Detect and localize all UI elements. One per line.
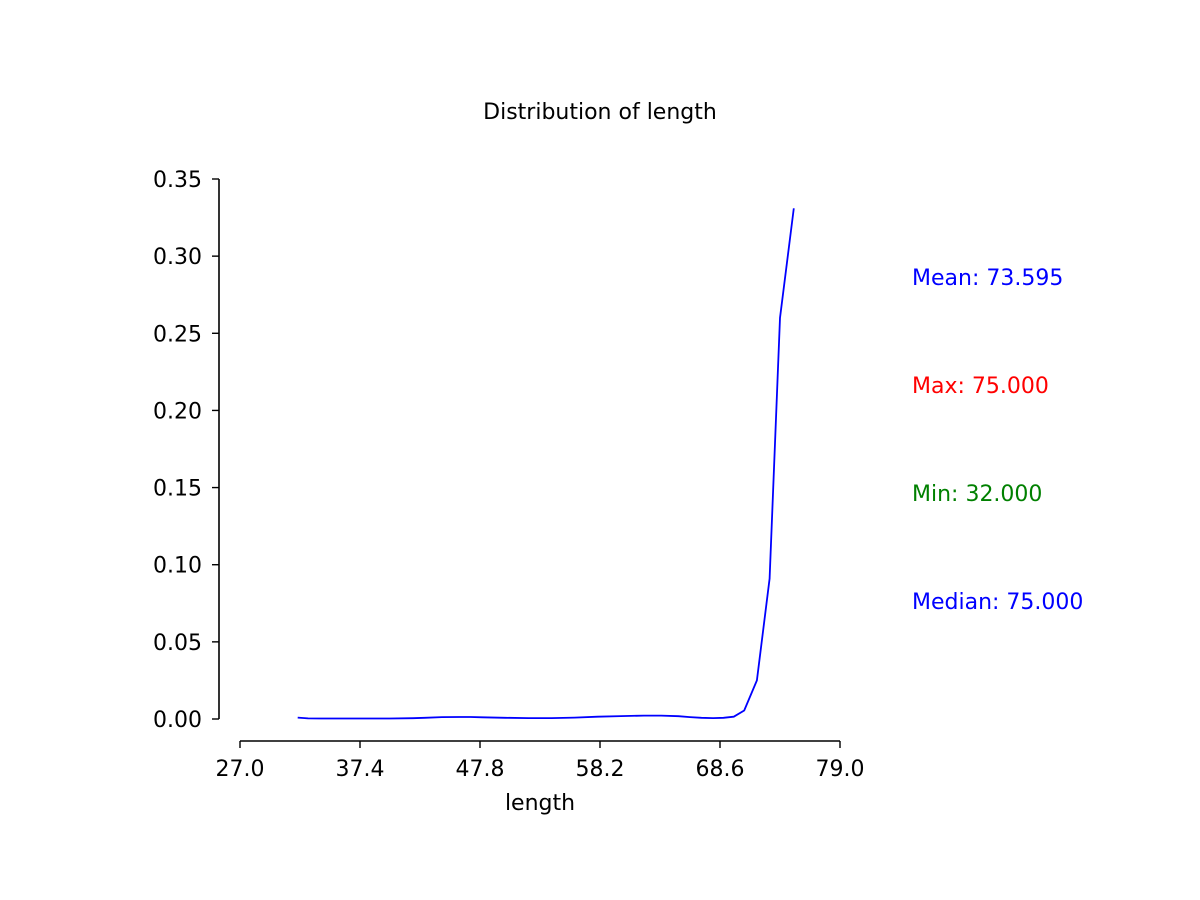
y-axis-ticks: 0.00 0.05 0.10 0.15 0.20 0.25 0.30 0.35 (153, 168, 219, 733)
max-stat: Max: 75.000 (912, 374, 1049, 399)
x-tick-label: 37.4 (336, 757, 385, 782)
y-tick-label: 0.20 (153, 399, 202, 424)
y-tick-label: 0.15 (153, 477, 202, 502)
x-tick-label: 47.8 (456, 757, 505, 782)
y-tick-label: 0.00 (153, 708, 202, 733)
median-stat: Median: 75.000 (912, 590, 1084, 615)
x-tick-label: 27.0 (216, 757, 265, 782)
x-tick-label: 79.0 (816, 757, 865, 782)
density-line (297, 208, 795, 720)
y-tick-label: 0.05 (153, 631, 202, 656)
min-stat: Min: 32.000 (912, 482, 1043, 507)
y-tick-label: 0.10 (153, 554, 202, 579)
series-group (297, 208, 795, 720)
chart-title: Distribution of length (483, 100, 717, 125)
y-tick-label: 0.30 (153, 245, 202, 270)
mean-stat: Mean: 73.595 (912, 266, 1064, 291)
y-tick-label: 0.25 (153, 322, 202, 347)
x-tick-label: 68.6 (696, 757, 745, 782)
x-tick-label: 58.2 (576, 757, 625, 782)
y-tick-label: 0.35 (153, 168, 202, 193)
x-axis-label: length (505, 791, 575, 816)
x-axis-ticks: 27.0 37.4 47.8 58.2 68.6 79.0 (216, 741, 865, 782)
